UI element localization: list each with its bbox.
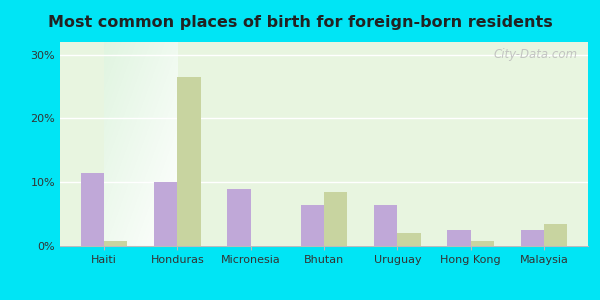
Bar — [470, 241, 494, 246]
Text: City-Data.com: City-Data.com — [493, 48, 577, 61]
Bar — [227, 189, 251, 246]
Bar — [154, 182, 178, 246]
Bar — [178, 77, 201, 246]
Bar — [374, 205, 397, 246]
Bar — [544, 224, 568, 246]
Bar — [447, 230, 470, 246]
Bar — [324, 192, 347, 246]
Text: Most common places of birth for foreign-born residents: Most common places of birth for foreign-… — [47, 15, 553, 30]
Bar — [301, 205, 324, 246]
Bar — [104, 241, 127, 246]
Bar — [397, 233, 421, 246]
Bar — [521, 230, 544, 246]
Bar — [80, 173, 104, 246]
